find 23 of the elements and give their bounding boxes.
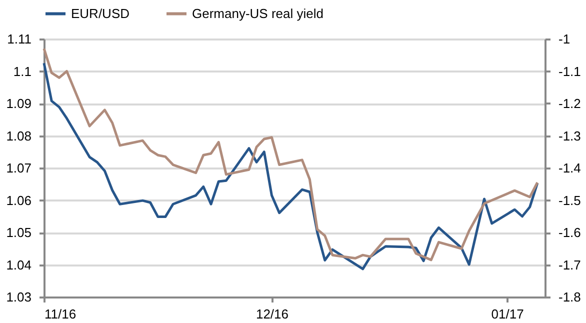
x-tick-label: 11/16 — [44, 306, 76, 322]
y-tick-label: 1.04 — [6, 257, 32, 272]
y2-tick-label: -1.4 — [558, 160, 581, 176]
y2-tick-label: -1.7 — [558, 257, 581, 272]
legend-label: EUR/USD — [71, 6, 130, 21]
y-tick-label: 1.09 — [6, 96, 32, 111]
y2-tick-label: -1.1 — [558, 64, 581, 79]
x-tick-label: 01/17 — [491, 306, 524, 322]
y2-tick-label: -1.2 — [558, 96, 581, 111]
y-tick-label: 1.11 — [7, 32, 32, 46]
y-tick-label: 1.1 — [13, 64, 32, 79]
y2-tick-label: -1 — [558, 32, 570, 46]
x-tick-label: 12/16 — [256, 306, 288, 322]
y2-tick-label: -1.5 — [558, 192, 581, 208]
y2-tick-label: -1.8 — [558, 290, 581, 304]
y-tick-label: 1.06 — [6, 192, 32, 208]
y-tick-label: 1.07 — [6, 160, 32, 176]
y2-tick-label: -1.6 — [558, 225, 581, 240]
y2-tick-label: -1.3 — [558, 128, 581, 144]
y-tick-label: 1.08 — [6, 128, 32, 144]
legend-label: Germany-US real yield — [192, 6, 324, 21]
y-tick-label: 1.05 — [6, 225, 32, 240]
y-tick-label: 1.03 — [6, 290, 32, 304]
